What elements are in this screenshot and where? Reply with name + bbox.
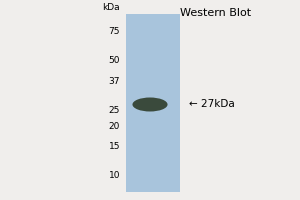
Text: 10: 10 — [109, 171, 120, 180]
Text: kDa: kDa — [102, 3, 120, 12]
Ellipse shape — [133, 97, 168, 111]
Text: Western Blot: Western Blot — [180, 8, 252, 18]
FancyBboxPatch shape — [126, 14, 180, 192]
Text: 20: 20 — [109, 122, 120, 131]
Text: 15: 15 — [109, 142, 120, 151]
Text: 50: 50 — [109, 56, 120, 65]
Text: 75: 75 — [109, 27, 120, 36]
Text: 25: 25 — [109, 106, 120, 115]
Text: ← 27kDa: ← 27kDa — [189, 99, 235, 109]
Text: 37: 37 — [109, 77, 120, 86]
